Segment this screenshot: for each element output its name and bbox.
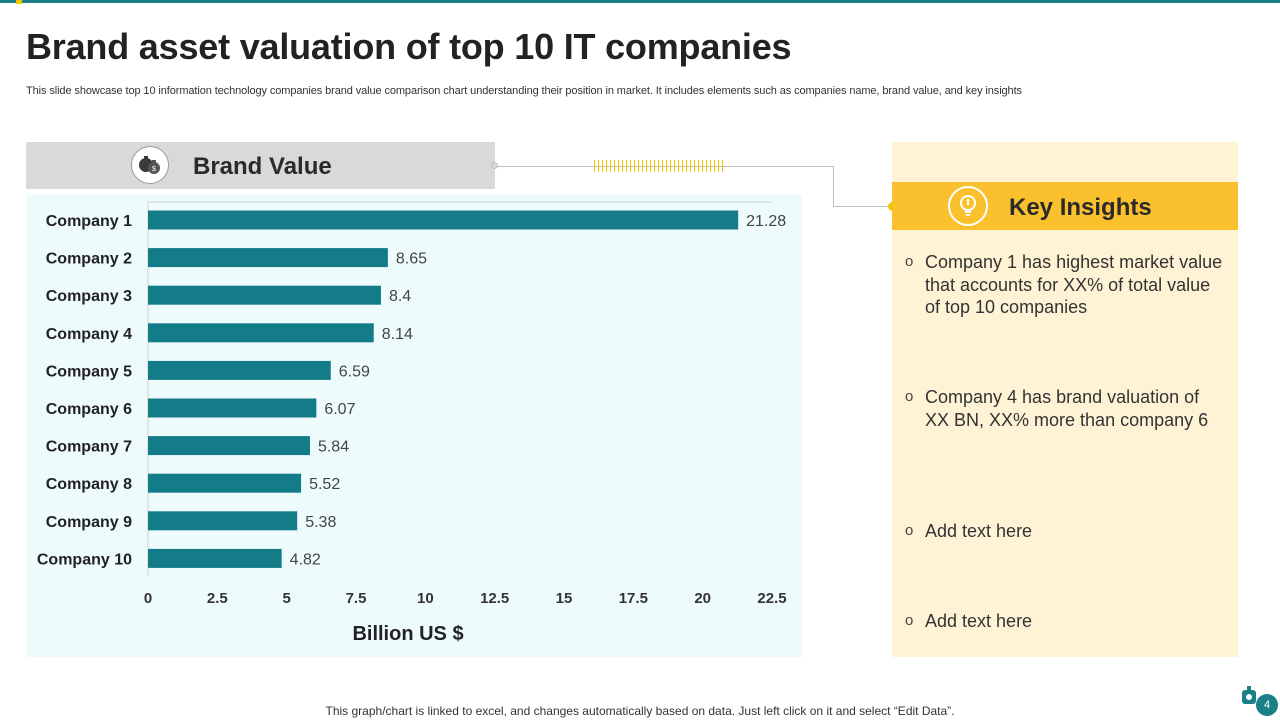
bar xyxy=(148,323,374,343)
x-tick-label: 5 xyxy=(282,590,290,607)
edit-icon[interactable] xyxy=(1240,684,1260,706)
data-label: 8.14 xyxy=(382,326,413,343)
data-label: 5.52 xyxy=(309,476,340,493)
bar xyxy=(148,548,282,568)
bullet-marker: o xyxy=(905,522,914,539)
bar xyxy=(148,210,739,230)
bar xyxy=(148,248,388,268)
data-label: 6.59 xyxy=(339,363,370,380)
insight-item-1: o Company 1 has highest market value tha… xyxy=(905,251,1223,319)
insight-item-2: o Company 4 has brand valuation of XX BN… xyxy=(905,386,1223,431)
x-axis-title: Billion US $ xyxy=(352,623,463,645)
category-label: Company 6 xyxy=(46,401,132,418)
footer-note: This graph/chart is linked to excel, and… xyxy=(325,704,955,718)
insight-item-4[interactable]: o Add text here xyxy=(905,610,1223,633)
x-tick-label: 10 xyxy=(417,590,434,607)
insight-item-3[interactable]: o Add text here xyxy=(905,520,1223,543)
connector-line-right xyxy=(833,206,893,207)
category-label: Company 10 xyxy=(37,551,132,568)
x-tick-label: 15 xyxy=(556,590,573,607)
x-tick-label: 20 xyxy=(694,590,711,607)
x-tick-label: 12.5 xyxy=(480,590,509,607)
bar xyxy=(148,285,381,305)
category-label: Company 8 xyxy=(46,476,132,493)
bullet-marker: o xyxy=(905,253,914,270)
connector-tick-marks xyxy=(594,160,724,172)
insight-text[interactable]: Add text here xyxy=(925,611,1033,631)
category-label: Company 9 xyxy=(46,514,132,531)
page-title: Brand asset valuation of top 10 IT compa… xyxy=(26,26,792,67)
data-label: 5.38 xyxy=(305,514,336,531)
data-label: 6.07 xyxy=(324,401,355,418)
brand-value-header: $ Brand Value xyxy=(26,142,495,189)
category-label: Company 3 xyxy=(46,288,132,305)
bullet-marker: o xyxy=(905,612,914,629)
svg-text:$: $ xyxy=(152,166,156,173)
connector-dot-left xyxy=(491,162,498,169)
category-label: Company 7 xyxy=(46,439,132,456)
top-accent-mark xyxy=(16,0,22,4)
connector-line-vertical xyxy=(833,166,834,207)
data-label: 8.65 xyxy=(396,251,427,268)
bar xyxy=(148,436,310,456)
top-accent-bar xyxy=(0,0,1280,3)
bar xyxy=(148,360,331,380)
bar xyxy=(148,398,317,418)
insight-text: Company 1 has highest market value that … xyxy=(925,252,1223,317)
lightbulb-icon xyxy=(948,186,988,226)
money-bags-icon: $ xyxy=(131,146,169,184)
category-label: Company 4 xyxy=(46,326,132,343)
key-insights-header: Key Insights xyxy=(892,182,1238,230)
data-label: 21.28 xyxy=(746,213,786,230)
insight-text: Company 4 has brand valuation of XX BN, … xyxy=(925,387,1209,430)
category-label: Company 5 xyxy=(46,363,132,380)
x-tick-label: 22.5 xyxy=(757,590,786,607)
bar xyxy=(148,473,302,493)
page-number: 4 xyxy=(1256,694,1278,716)
page-subtitle: This slide showcase top 10 information t… xyxy=(26,85,1022,97)
data-label: 4.82 xyxy=(290,551,321,568)
key-insights-label: Key Insights xyxy=(1009,194,1152,221)
bar xyxy=(148,511,298,531)
x-tick-label: 0 xyxy=(144,590,152,607)
data-label: 8.4 xyxy=(389,288,411,305)
x-tick-label: 17.5 xyxy=(619,590,648,607)
chart-background xyxy=(26,195,802,657)
x-tick-label: 7.5 xyxy=(346,590,367,607)
data-label: 5.84 xyxy=(318,439,349,456)
category-label: Company 1 xyxy=(46,213,132,230)
x-tick-label: 2.5 xyxy=(207,590,228,607)
bullet-marker: o xyxy=(905,388,914,405)
key-insights-panel: Key Insights o Company 1 has highest mar… xyxy=(892,142,1238,657)
category-label: Company 2 xyxy=(46,251,132,268)
brand-value-label: Brand Value xyxy=(193,153,332,180)
insight-text[interactable]: Add text here xyxy=(925,521,1033,541)
